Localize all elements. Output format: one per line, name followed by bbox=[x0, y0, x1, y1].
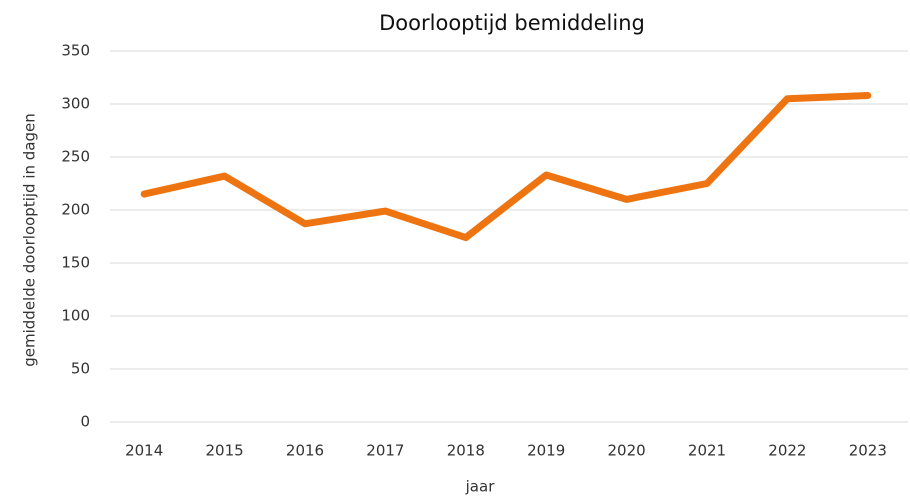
y-tick-label: 100 bbox=[61, 307, 90, 325]
y-tick-label: 250 bbox=[61, 148, 90, 166]
y-axis-label: gemiddelde doorlooptijd in dagen bbox=[21, 113, 39, 367]
x-axis-label: jaar bbox=[465, 478, 496, 496]
x-tick-label: 2023 bbox=[849, 442, 887, 460]
x-tick-label: 2016 bbox=[286, 442, 324, 460]
y-tick-label: 200 bbox=[61, 201, 90, 219]
y-tick-label: 0 bbox=[80, 413, 90, 431]
x-tick-label: 2017 bbox=[366, 442, 404, 460]
x-tick-label: 2015 bbox=[206, 442, 244, 460]
x-tick-label: 2020 bbox=[608, 442, 646, 460]
x-tick-label: 2021 bbox=[688, 442, 726, 460]
x-tick-label: 2022 bbox=[768, 442, 806, 460]
chart-title: Doorlooptijd bemiddeling bbox=[379, 11, 645, 35]
y-tick-label: 300 bbox=[61, 95, 90, 113]
y-tick-label: 150 bbox=[61, 254, 90, 272]
x-tick-label: 2019 bbox=[527, 442, 565, 460]
y-tick-label: 350 bbox=[61, 42, 90, 60]
x-tick-label: 2018 bbox=[447, 442, 485, 460]
x-tick-label: 2014 bbox=[125, 442, 163, 460]
y-tick-label: 50 bbox=[71, 360, 90, 378]
data-line bbox=[140, 92, 872, 242]
